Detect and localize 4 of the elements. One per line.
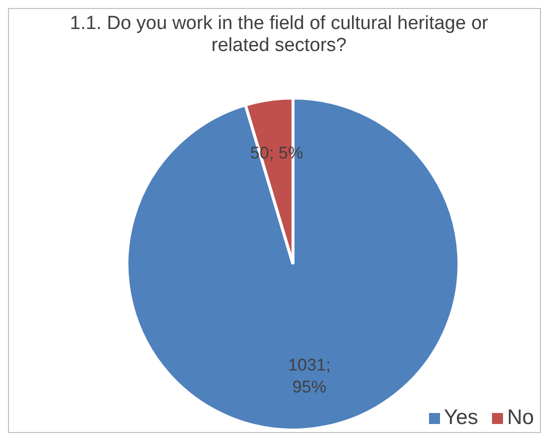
legend-label: No xyxy=(506,406,534,430)
chart-title: 1.1. Do you work in the field of cultural heritage or related sectors? xyxy=(69,13,489,57)
data-label: 1031; 95% xyxy=(288,355,331,396)
legend-label: Yes xyxy=(442,406,478,430)
